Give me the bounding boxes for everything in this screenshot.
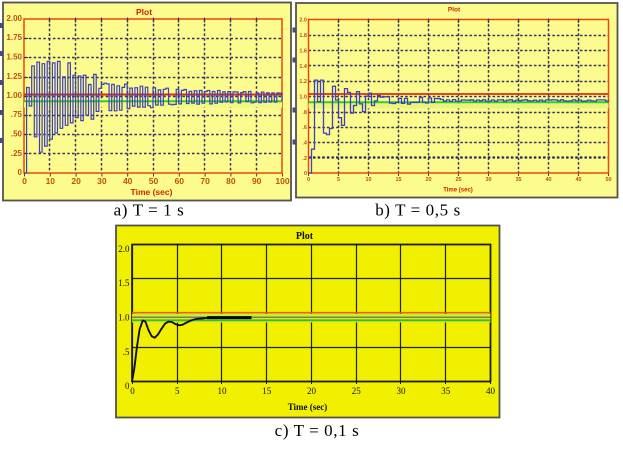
svg-text:1.00: 1.00	[6, 91, 22, 100]
svg-text:2.0: 2.0	[299, 18, 307, 24]
svg-text:0: 0	[304, 171, 307, 177]
svg-text:.75: .75	[11, 110, 23, 119]
svg-text:20: 20	[307, 386, 317, 396]
svg-text:30: 30	[97, 176, 107, 186]
svg-text:Plot: Plot	[296, 231, 314, 242]
svg-text:25: 25	[352, 386, 362, 396]
svg-text:0: 0	[307, 177, 310, 183]
svg-text:30: 30	[485, 177, 491, 183]
svg-text:b) T = 0,5 s: b) T = 0,5 s	[375, 201, 461, 220]
svg-text:0: 0	[130, 386, 135, 396]
svg-text:60: 60	[175, 176, 185, 186]
svg-text:10: 10	[46, 176, 56, 186]
svg-text:1.8: 1.8	[299, 33, 307, 39]
svg-text:40: 40	[486, 386, 496, 396]
svg-text:90: 90	[252, 176, 262, 186]
svg-text:1.25: 1.25	[6, 72, 22, 81]
svg-text:1.2: 1.2	[299, 79, 307, 85]
svg-text:1.0: 1.0	[299, 95, 307, 101]
svg-text:40: 40	[545, 177, 551, 183]
svg-text:2.0: 2.0	[118, 244, 130, 254]
svg-text:0: 0	[125, 381, 130, 391]
svg-text:40: 40	[123, 176, 133, 186]
svg-text:Plot: Plot	[136, 7, 152, 17]
svg-text:20: 20	[71, 176, 81, 186]
svg-text:30: 30	[397, 386, 407, 396]
svg-text:Time (sec): Time (sec)	[443, 188, 473, 194]
svg-text:Plot: Plot	[448, 7, 461, 14]
svg-text:20: 20	[425, 177, 431, 183]
svg-text:5: 5	[337, 177, 340, 183]
svg-text:a) T = 1 s: a) T = 1 s	[114, 201, 185, 220]
svg-text:80: 80	[226, 176, 236, 186]
svg-text:45: 45	[575, 177, 581, 183]
svg-text:0: 0	[18, 168, 23, 177]
svg-text:70: 70	[200, 176, 210, 186]
svg-text:.8: .8	[302, 110, 307, 116]
svg-text:1.4: 1.4	[299, 64, 308, 70]
svg-text:0: 0	[22, 176, 27, 186]
svg-text:.2: .2	[302, 156, 307, 162]
svg-text:1.6: 1.6	[299, 48, 307, 54]
svg-text:35: 35	[441, 386, 451, 396]
svg-text:15: 15	[395, 177, 401, 183]
svg-text:100: 100	[275, 176, 289, 186]
svg-text:.50: .50	[11, 130, 23, 139]
svg-text:1.5: 1.5	[118, 278, 130, 288]
svg-text:1.75: 1.75	[6, 33, 22, 42]
svg-text:1.0: 1.0	[118, 313, 130, 323]
svg-text:2.00: 2.00	[6, 14, 22, 23]
svg-text:35: 35	[515, 177, 521, 183]
svg-text:.5: .5	[123, 347, 130, 357]
svg-text:10: 10	[218, 386, 228, 396]
svg-text:10: 10	[365, 177, 371, 183]
svg-text:5: 5	[175, 386, 180, 396]
svg-text:50: 50	[605, 177, 611, 183]
svg-text:25: 25	[455, 177, 461, 183]
svg-text:.4: .4	[302, 141, 308, 147]
svg-text:Time (sec): Time (sec)	[288, 402, 328, 412]
svg-text:1.50: 1.50	[6, 53, 22, 62]
svg-text:Time (sec): Time (sec)	[131, 187, 173, 197]
svg-text:50: 50	[149, 176, 159, 186]
svg-text:15: 15	[262, 386, 272, 396]
svg-text:c) T = 0,1 s: c) T = 0,1 s	[275, 421, 360, 440]
svg-text:.25: .25	[11, 149, 23, 158]
svg-text:.6: .6	[302, 125, 307, 131]
